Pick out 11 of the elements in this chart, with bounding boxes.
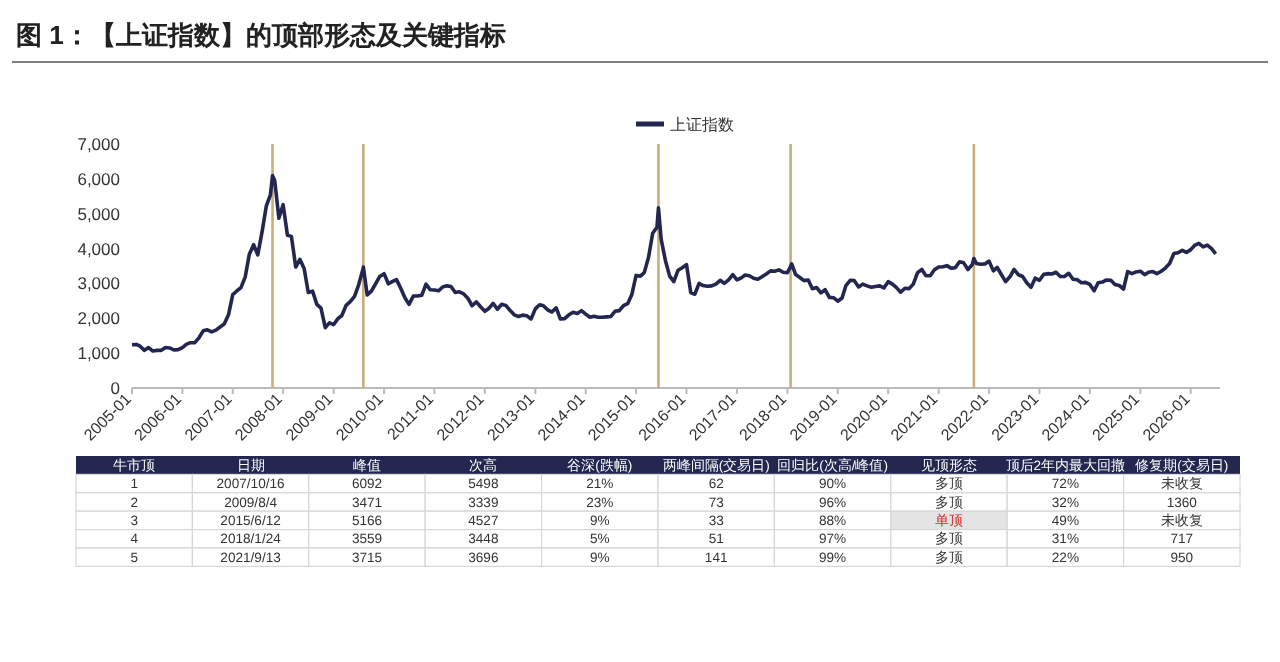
y-tick-label: 2,000 [77, 308, 121, 329]
y-tick-label: 6,000 [77, 168, 121, 189]
chart-title: 图 1：【上证指数】的顶部形态及关键指标 [16, 20, 506, 50]
y-tick-label: 4,000 [77, 238, 121, 259]
y-tick-label: 1,000 [77, 343, 121, 364]
y-tick-label: 5,000 [77, 203, 121, 224]
y-tick-label: 7,000 [77, 134, 121, 154]
legend: 上证指数 [636, 116, 734, 134]
y-tick-label: 0 [110, 378, 121, 398]
y-tick-label: 3,000 [77, 273, 121, 294]
legend-label: 上证指数 [670, 116, 734, 134]
